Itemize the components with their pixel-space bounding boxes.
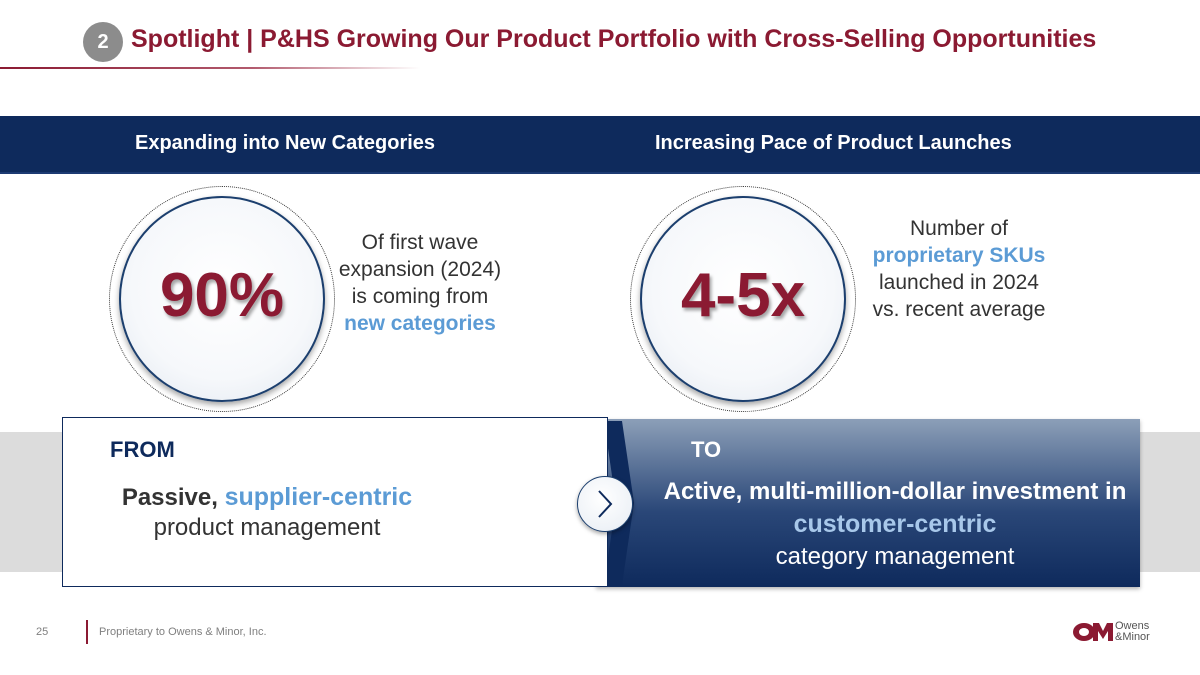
right-stat-ring (630, 186, 856, 412)
right-stat-desc-highlight: proprietary SKUs (872, 244, 1046, 267)
footer-divider (86, 620, 88, 644)
section-number-badge: 2 (83, 22, 123, 62)
right-stat-description: Number of proprietary SKUs launched in 2… (866, 215, 1052, 323)
owens-minor-logo-icon (1073, 623, 1113, 641)
category-band (0, 116, 1200, 174)
left-stat-circle: 90% (119, 196, 325, 402)
right-stat-desc-post: launched in 2024 vs. recent average (872, 271, 1046, 321)
to-label: TO (691, 437, 722, 462)
right-stat-value: 4-5x (680, 261, 806, 330)
right-stat-desc-pre: Number of (909, 217, 1009, 240)
from-panel (62, 417, 608, 587)
left-stat-desc-highlight: new categories (344, 312, 496, 335)
to-text-plain: category management (775, 543, 1015, 570)
left-stat-description: Of first wave expansion (2024) is coming… (335, 229, 505, 337)
title-underline (0, 67, 420, 69)
logo-wordmark: Owens &Minor (1115, 621, 1150, 643)
from-text-highlight: supplier-centric (224, 483, 413, 511)
to-text-highlight: customer-centric (793, 510, 997, 538)
logo-line-2: &Minor (1115, 631, 1150, 643)
page-number: 25 (36, 626, 49, 638)
footer-notice: Proprietary to Owens & Minor, Inc. (99, 626, 267, 638)
left-heading: Expanding into New Categories (135, 132, 436, 154)
right-stat-circle: 4-5x (640, 196, 846, 402)
slide-title: Spotlight | P&HS Growing Our Product Por… (131, 25, 1097, 53)
to-panel (596, 419, 1140, 587)
chevron-right-icon (577, 476, 633, 532)
from-text-plain: product management (153, 514, 381, 541)
from-text-bold: Passive, (121, 484, 218, 511)
to-description: Active, multi-million-dollar investment … (660, 476, 1130, 573)
logo-line-1: Owens (1115, 620, 1150, 632)
to-text-bold: Active, multi-million-dollar investment … (663, 478, 1127, 505)
left-stat-desc-text: Of first wave expansion (2024) is coming… (338, 231, 502, 308)
right-heading: Increasing Pace of Product Launches (655, 132, 1012, 154)
from-description: Passive, supplier-centric product manage… (62, 482, 472, 543)
left-stat-value: 90% (159, 261, 285, 330)
from-label: FROM (110, 437, 175, 462)
left-stat-ring (109, 186, 335, 412)
